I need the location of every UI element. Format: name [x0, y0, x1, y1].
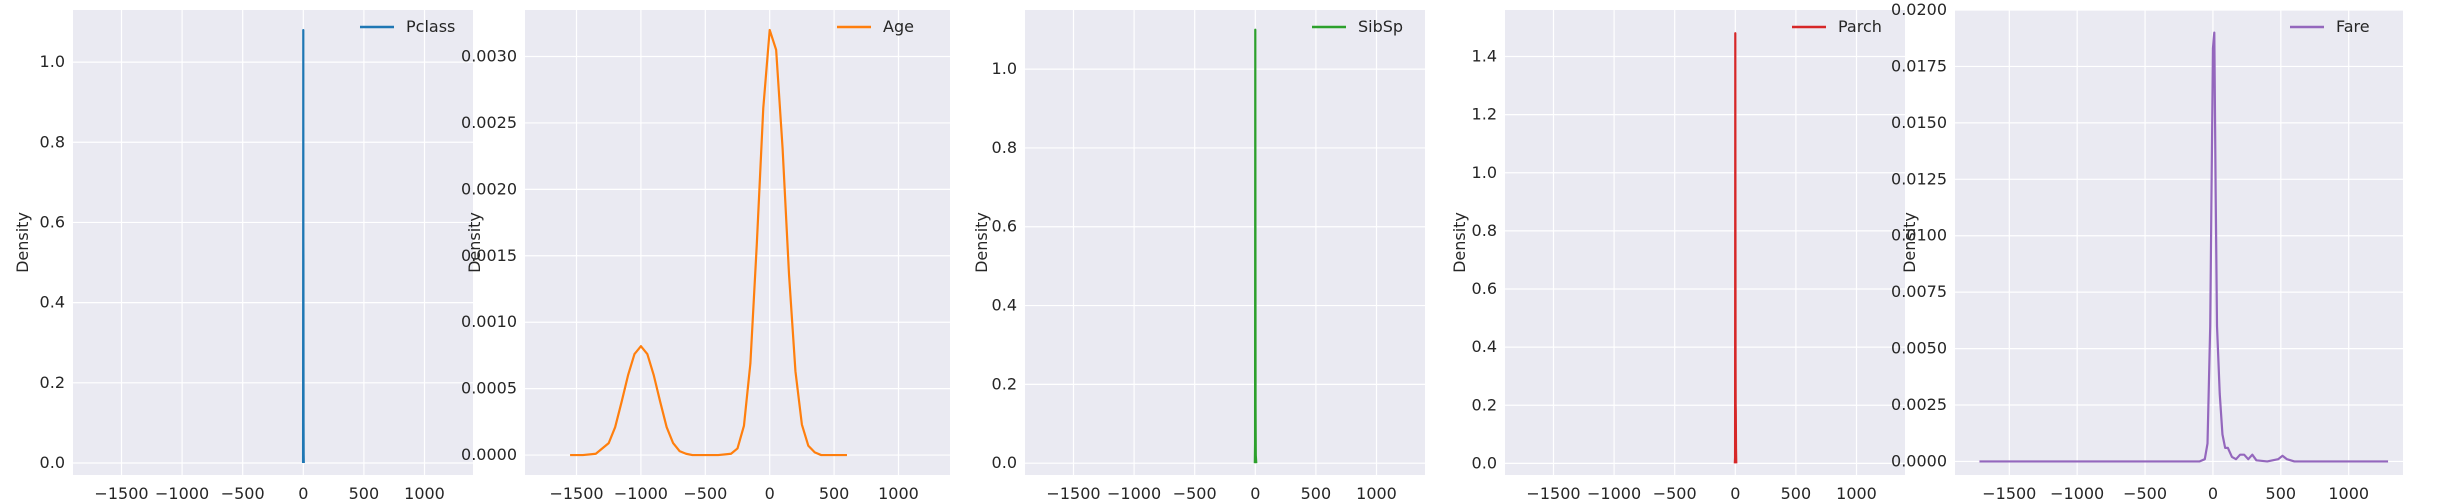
y-axis-title: Density — [972, 212, 991, 273]
y-tick-label: 1.4 — [1472, 47, 1497, 66]
legend-label: SibSp — [1358, 17, 1403, 36]
y-tick-label: 0.0000 — [1891, 451, 1947, 470]
y-tick-label: 0.8 — [992, 138, 1017, 157]
y-tick-label: 0.0030 — [461, 47, 517, 66]
subplot-3: −1500 −1000 −500 0 500 1000 0.0 0.2 0.4 0.6 0.8 1.0… — [972, 10, 1425, 500]
y-tick-label: 0.2 — [992, 374, 1017, 393]
series-line-sibsp — [1253, 28, 1258, 464]
x-tick-label: 500 — [1301, 484, 1332, 500]
y-tick-label: 0.0025 — [461, 113, 517, 132]
x-tick-label: 1000 — [1836, 484, 1877, 500]
y-tick-label: 1.0 — [992, 59, 1017, 78]
y-tick-label: 0.6 — [1472, 279, 1497, 298]
y-axis-title: Density — [1900, 212, 1919, 273]
y-tick-label: 0.0200 — [1891, 0, 1947, 19]
axes-background — [1505, 10, 1905, 475]
x-tick-label: −1000 — [614, 484, 668, 500]
y-tick-label: 0.8 — [1472, 221, 1497, 240]
y-tick-label: 0.0075 — [1891, 282, 1947, 301]
subplot-5: −1500 −1000 −500 0 500 1000 0.0000 0.0025 0.0050… — [1891, 0, 2403, 500]
y-tick-label: 0.2 — [1472, 395, 1497, 414]
x-tick-label: −1500 — [549, 484, 603, 500]
axes-background — [73, 10, 473, 475]
subplot-4: −1500 −1000 −500 0 500 1000 0.0 0.2 0.4 0.6 0.8 1.0… — [1450, 10, 1905, 500]
x-tick-label: −500 — [683, 484, 727, 500]
series-line-age — [570, 28, 847, 457]
y-tick-label: 0.8 — [40, 132, 65, 151]
series-line-fare — [1979, 31, 2389, 463]
x-tick-label: −1500 — [94, 484, 148, 500]
x-tick-label: 1000 — [1356, 484, 1397, 500]
x-tick-label: 500 — [819, 484, 850, 500]
x-tick-label: −1500 — [1046, 484, 1100, 500]
x-tick-label: 0 — [2208, 484, 2218, 500]
x-tick-label: 0 — [1730, 484, 1740, 500]
x-tick-label: −1000 — [155, 484, 209, 500]
x-tick-label: −500 — [1653, 484, 1697, 500]
y-tick-label: 1.0 — [40, 52, 65, 71]
y-tick-label: 0.0 — [40, 453, 65, 472]
legend-label: Parch — [1838, 17, 1882, 36]
y-tick-label: 0.0050 — [1891, 339, 1947, 358]
x-tick-label: 0 — [765, 484, 775, 500]
x-tick-label: −1500 — [1982, 484, 2036, 500]
y-tick-label: 0.0150 — [1891, 113, 1947, 132]
x-tick-label: 1000 — [2328, 484, 2369, 500]
y-axis-title: Density — [13, 212, 32, 273]
y-tick-label: 0.0010 — [461, 312, 517, 331]
y-axis-title: Density — [465, 212, 484, 273]
y-tick-label: 0.2 — [40, 373, 65, 392]
y-tick-label: 0.0005 — [461, 379, 517, 398]
y-tick-label: 0.6 — [40, 212, 65, 231]
y-axis-title: Density — [1450, 212, 1469, 273]
y-tick-label: 0.0 — [992, 453, 1017, 472]
legend-label: Age — [883, 17, 914, 36]
subplot-2: −1500 −1000 −500 0 500 1000 0.0000 0.0005 0.0010… — [461, 10, 950, 500]
y-tick-label: 0.4 — [40, 293, 65, 312]
x-tick-label: 500 — [349, 484, 380, 500]
x-tick-label: 0 — [1250, 484, 1260, 500]
x-tick-label: −500 — [2123, 484, 2167, 500]
series-line-pclass — [301, 28, 305, 463]
x-tick-label: −500 — [1173, 484, 1217, 500]
series-line-parch — [1733, 32, 1738, 464]
y-tick-label: 0.4 — [992, 296, 1017, 315]
y-tick-label: 0.0000 — [461, 445, 517, 464]
x-tick-label: −1000 — [1587, 484, 1641, 500]
y-tick-label: 0.0 — [1472, 453, 1497, 472]
axes-background — [1955, 10, 2403, 475]
x-tick-label: −1000 — [2050, 484, 2104, 500]
y-tick-label: 0.0175 — [1891, 56, 1947, 75]
y-tick-label: 0.0020 — [461, 179, 517, 198]
x-tick-label: −1000 — [1107, 484, 1161, 500]
y-tick-label: 0.0025 — [1891, 395, 1947, 414]
x-tick-label: −500 — [221, 484, 265, 500]
y-tick-label: 1.2 — [1472, 105, 1497, 124]
y-tick-label: 0.4 — [1472, 337, 1497, 356]
x-tick-label: 500 — [1781, 484, 1812, 500]
subplot-1: −1500 −1000 −500 0 500 1000 0.0 0.2 0.4 0.6 0.8 1.0… — [13, 10, 473, 500]
x-tick-label: 1000 — [404, 484, 445, 500]
x-tick-label: −1500 — [1526, 484, 1580, 500]
y-tick-label: 0.6 — [992, 217, 1017, 236]
axes-background — [525, 10, 950, 475]
axes-background — [1025, 10, 1425, 475]
legend-label: Pclass — [406, 17, 455, 36]
x-tick-label: 1000 — [878, 484, 919, 500]
y-tick-label: 0.0100 — [1891, 226, 1947, 245]
x-tick-label: 500 — [2266, 484, 2297, 500]
y-tick-label: 0.0015 — [461, 246, 517, 265]
y-tick-label: 0.0125 — [1891, 169, 1947, 188]
legend-label: Fare — [2336, 17, 2370, 36]
x-tick-label: 0 — [298, 484, 308, 500]
y-tick-label: 1.0 — [1472, 163, 1497, 182]
